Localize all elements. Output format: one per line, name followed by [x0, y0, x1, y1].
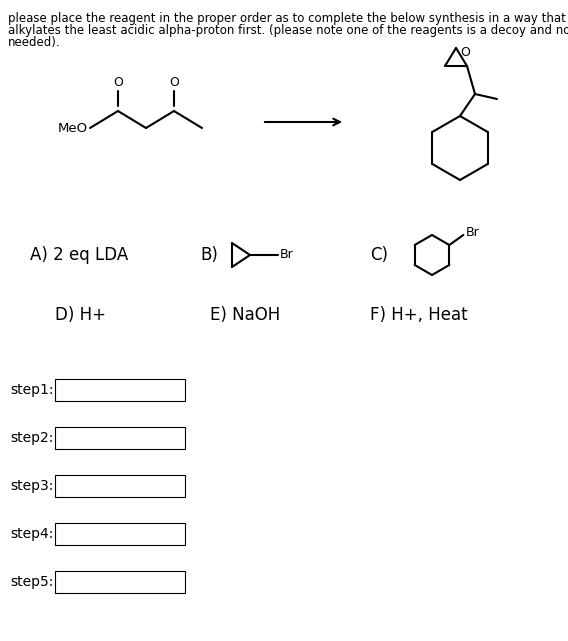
Text: E) NaOH: E) NaOH [210, 306, 280, 324]
Text: C): C) [370, 246, 388, 264]
Bar [55, 379, 185, 401]
Text: B): B) [200, 246, 218, 264]
Text: Br: Br [465, 226, 479, 240]
Text: Br: Br [280, 249, 294, 262]
Text: step1:: step1: [10, 383, 53, 397]
Text: D) H+: D) H+ [55, 306, 106, 324]
Text: step5:: step5: [10, 575, 53, 589]
Text: A) 2 eq LDA: A) 2 eq LDA [30, 246, 128, 264]
Bar [55, 475, 185, 497]
Text: O: O [113, 76, 123, 90]
Text: O: O [169, 76, 179, 90]
Bar [55, 523, 185, 545]
Text: step2:: step2: [10, 431, 53, 445]
Text: O: O [460, 46, 470, 58]
Text: step4:: step4: [10, 527, 53, 541]
Bar [55, 571, 185, 593]
Text: MeO: MeO [58, 122, 88, 135]
Text: step3:: step3: [10, 479, 53, 493]
Text: alkylates the least acidic alpha-proton first. (please note one of the reagents : alkylates the least acidic alpha-proton … [8, 24, 568, 37]
Text: please place the reagent in the proper order as to complete the below synthesis : please place the reagent in the proper o… [8, 12, 566, 25]
Bar [55, 427, 185, 449]
Text: F) H+, Heat: F) H+, Heat [370, 306, 467, 324]
Text: needed).: needed). [8, 36, 61, 49]
